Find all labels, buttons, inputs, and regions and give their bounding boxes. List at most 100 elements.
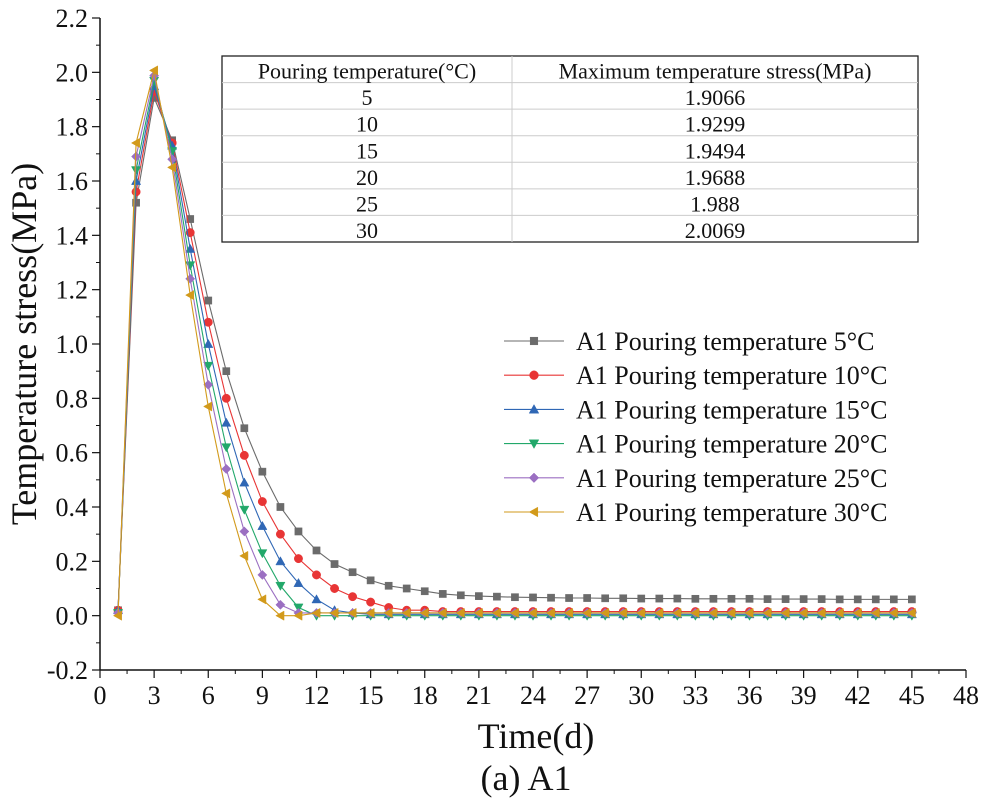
data-point — [348, 568, 357, 577]
data-point — [870, 607, 880, 618]
table-cell: 15 — [356, 138, 378, 163]
data-point — [203, 401, 213, 412]
data-point — [275, 556, 286, 566]
legend-marker — [528, 404, 540, 414]
x-tick-label: 33 — [682, 681, 708, 710]
data-point — [311, 607, 321, 618]
inset-table: Pouring temperature(°C) Maximum temperatu… — [221, 55, 919, 243]
data-point — [852, 607, 862, 618]
data-point — [221, 488, 231, 499]
data-point — [491, 607, 501, 618]
data-point — [167, 162, 177, 173]
legend-marker — [529, 336, 539, 346]
data-point — [529, 593, 537, 602]
data-point — [239, 450, 249, 460]
data-point — [817, 595, 826, 603]
data-point — [276, 503, 285, 511]
data-point — [708, 607, 718, 618]
data-point — [203, 338, 214, 348]
data-point — [257, 497, 267, 507]
table-cell: 20 — [356, 165, 378, 190]
data-point — [204, 296, 213, 305]
table-cell: 2.0069 — [685, 218, 746, 243]
y-tick-label: -0.2 — [47, 656, 88, 685]
data-point — [239, 477, 250, 487]
legend-item: A1 Pouring temperature 30°C — [504, 498, 888, 527]
table-cell: 1.9688 — [685, 165, 746, 190]
data-point — [473, 607, 483, 618]
data-point — [691, 594, 700, 603]
legend-item: A1 Pouring temperature 20°C — [504, 430, 888, 459]
x-tick-label: 12 — [304, 681, 330, 710]
data-point — [744, 607, 754, 618]
legend-item: A1 Pouring temperature 15°C — [504, 395, 888, 424]
x-tick-label: 36 — [737, 681, 763, 710]
x-tick-label: 3 — [148, 681, 161, 710]
table-header: Pouring temperature(°C) — [258, 59, 476, 84]
x-tick-label: 48 — [953, 681, 979, 710]
data-point — [781, 595, 790, 603]
data-point — [853, 595, 862, 604]
y-tick-label: 0.4 — [56, 493, 89, 522]
table-cell: 25 — [356, 191, 378, 216]
y-tick-label: 1.2 — [56, 276, 89, 305]
table-cell: 1.9066 — [685, 85, 746, 110]
data-point — [834, 607, 844, 618]
x-tick-label: 15 — [358, 681, 384, 710]
table-cell: 5 — [362, 85, 373, 110]
data-point — [240, 424, 249, 433]
table-cell: 10 — [356, 112, 378, 137]
data-point — [455, 607, 465, 618]
data-point — [239, 526, 250, 537]
table-frame — [221, 55, 919, 243]
data-point — [906, 607, 916, 618]
x-axis-label: Time(d) — [478, 716, 595, 756]
data-point — [619, 594, 628, 603]
legend-label: A1 Pouring temperature 10°C — [576, 361, 888, 390]
data-point — [221, 417, 232, 427]
data-point — [312, 546, 321, 555]
data-point — [763, 595, 772, 603]
data-point — [780, 607, 790, 618]
legend-label: A1 Pouring temperature 5°C — [576, 327, 875, 356]
data-point — [545, 607, 555, 618]
legend-label: A1 Pouring temperature 30°C — [576, 498, 888, 527]
x-tick-label: 6 — [202, 681, 215, 710]
y-tick-label: 0.6 — [56, 439, 89, 468]
x-tick-label: 18 — [412, 681, 438, 710]
data-point — [384, 581, 393, 590]
data-point — [347, 607, 357, 618]
y-tick-label: 2.0 — [56, 58, 89, 87]
x-tick-label: 27 — [574, 681, 600, 710]
data-point — [636, 607, 646, 618]
legend-marker — [528, 506, 539, 518]
data-point — [203, 379, 214, 390]
data-point — [583, 594, 591, 602]
data-point — [112, 610, 122, 621]
table-cell: 1.988 — [690, 191, 740, 216]
data-point — [275, 610, 285, 621]
legend-item: A1 Pouring temperature 5°C — [504, 327, 875, 356]
series-6 — [112, 65, 916, 621]
legend-marker — [529, 370, 539, 380]
data-point — [673, 594, 682, 603]
data-point — [637, 594, 646, 603]
table-cell: 1.9299 — [685, 112, 746, 137]
y-tick-label: 0.0 — [56, 602, 89, 631]
data-point — [401, 607, 411, 618]
data-point — [383, 607, 393, 618]
x-tick-label: 9 — [256, 681, 269, 710]
x-tick-label: 24 — [520, 681, 546, 710]
data-point — [709, 594, 718, 603]
data-point — [798, 607, 808, 618]
table-cell: 1.9494 — [685, 138, 746, 163]
data-point — [438, 590, 447, 598]
data-point — [565, 594, 573, 602]
x-tick-label: 0 — [94, 681, 107, 710]
data-point — [311, 594, 322, 604]
data-point — [222, 367, 231, 376]
data-point — [239, 505, 250, 515]
legend-label: A1 Pouring temperature 20°C — [576, 430, 888, 459]
data-point — [221, 443, 232, 453]
